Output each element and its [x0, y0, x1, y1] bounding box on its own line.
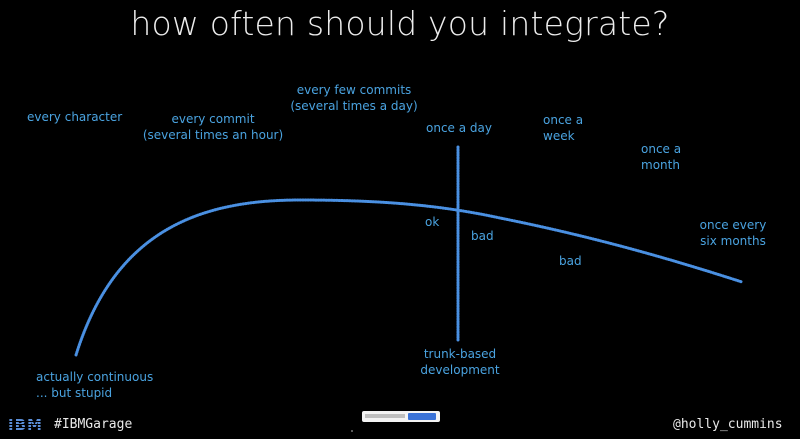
label-once-every-six-months-line2: six months [700, 234, 766, 248]
label-actually-continuous-line1: actually continuous [36, 370, 154, 384]
label-once-every-six-months: once every six months [700, 217, 767, 249]
label-bad-near: bad [471, 229, 494, 243]
embedded-cta-bar[interactable] [362, 411, 440, 422]
label-bad-far: bad [559, 254, 582, 268]
label-once-a-week-line2: week [543, 129, 575, 143]
label-once-a-month-line2: month [641, 158, 680, 172]
ibm-logo: IBM [8, 416, 43, 434]
label-actually-continuous: actually continuous ... but stupid [36, 369, 153, 401]
footer-handle: @holly_cummins [673, 417, 783, 432]
cta-text-placeholder [365, 414, 405, 418]
label-once-a-week-line1: once a [543, 113, 584, 127]
label-every-commit: every commit (several times an hour) [143, 111, 283, 143]
label-every-character: every character [27, 110, 123, 124]
value-curve [74, 198, 744, 357]
slide-title: how often should you integrate? [130, 4, 670, 43]
cursor-dot [351, 430, 353, 432]
label-trunk-based-line2: development [420, 363, 500, 377]
footer-hashtag: #IBMGarage [54, 417, 133, 432]
label-ok: ok [425, 215, 440, 229]
label-once-a-day: once a day [426, 121, 492, 135]
label-every-few-commits: every few commits (several times a day) [290, 82, 417, 114]
label-trunk-based-development: trunk-based development [420, 346, 499, 378]
label-once-every-six-months-line1: once every [699, 218, 767, 232]
label-once-a-week: once a week [543, 112, 583, 144]
label-once-a-month: once a month [641, 141, 681, 173]
label-once-a-month-line1: once a [641, 142, 682, 156]
label-trunk-based-line1: trunk-based [423, 347, 497, 361]
label-every-few-commits-line1: every few commits [296, 83, 412, 97]
cta-button[interactable] [408, 413, 436, 420]
label-every-commit-line2: (several times an hour) [142, 128, 284, 142]
label-every-commit-line1: every commit [171, 112, 255, 126]
label-actually-continuous-line2: ... but stupid [36, 386, 113, 400]
label-every-few-commits-line2: (several times a day) [290, 99, 418, 113]
